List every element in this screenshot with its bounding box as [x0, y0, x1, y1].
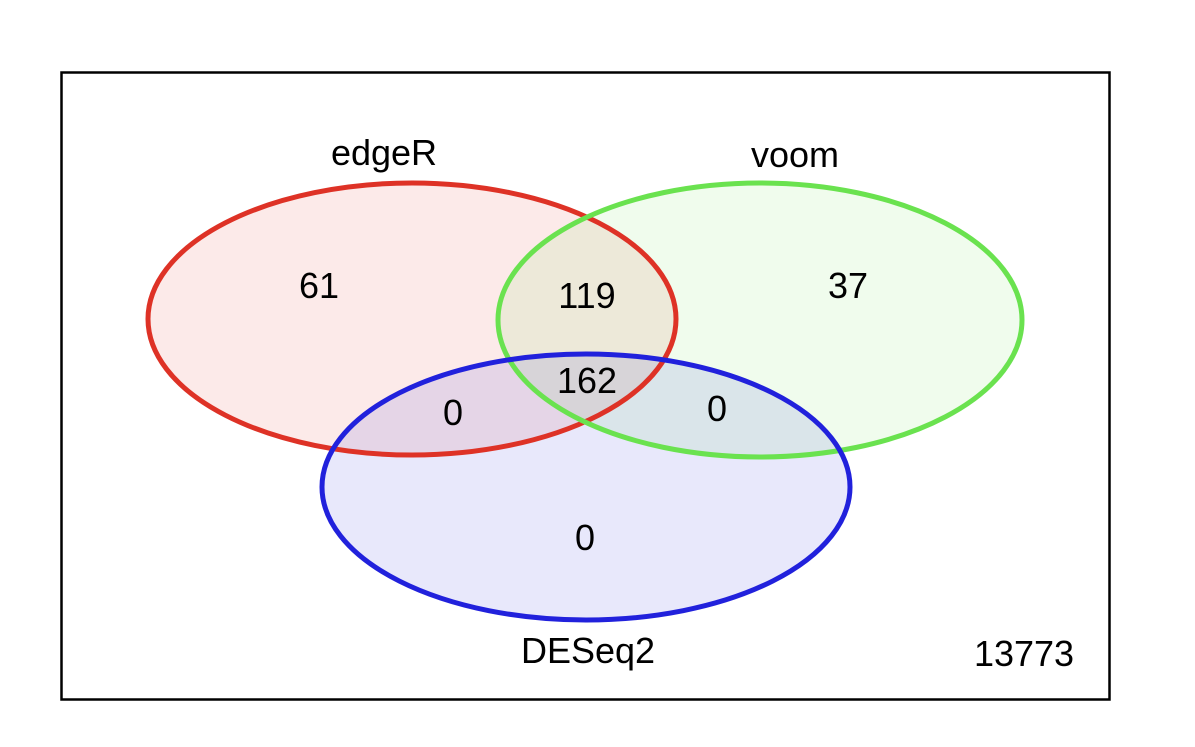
edger-ellipse-fill [148, 183, 676, 455]
deseq2-ellipse-outline [319, 351, 853, 623]
plot-border [60, 71, 1111, 701]
count-deseq2-only: 0 [575, 517, 595, 558]
deseq2-ellipse-fill [322, 354, 850, 620]
ellipse-outlines [145, 180, 1025, 623]
count-all-three: 162 [557, 360, 617, 401]
count-outside: 13773 [974, 633, 1074, 674]
count-edger-only: 61 [299, 265, 339, 306]
count-edger-voom: 119 [558, 275, 615, 316]
edger-ellipse-outline [145, 180, 679, 458]
voom-ellipse-outline [495, 180, 1025, 460]
count-edger-deseq2: 0 [443, 392, 463, 433]
count-voom-deseq2: 0 [707, 388, 727, 429]
voom-ellipse-fill [498, 183, 1022, 457]
set-label-deseq2: DESeq2 [521, 630, 655, 671]
set-label-voom: voom [751, 134, 839, 175]
ellipse-fills [148, 183, 1022, 620]
set-label-edger: edgeR [331, 132, 437, 173]
count-voom-only: 37 [828, 265, 868, 306]
